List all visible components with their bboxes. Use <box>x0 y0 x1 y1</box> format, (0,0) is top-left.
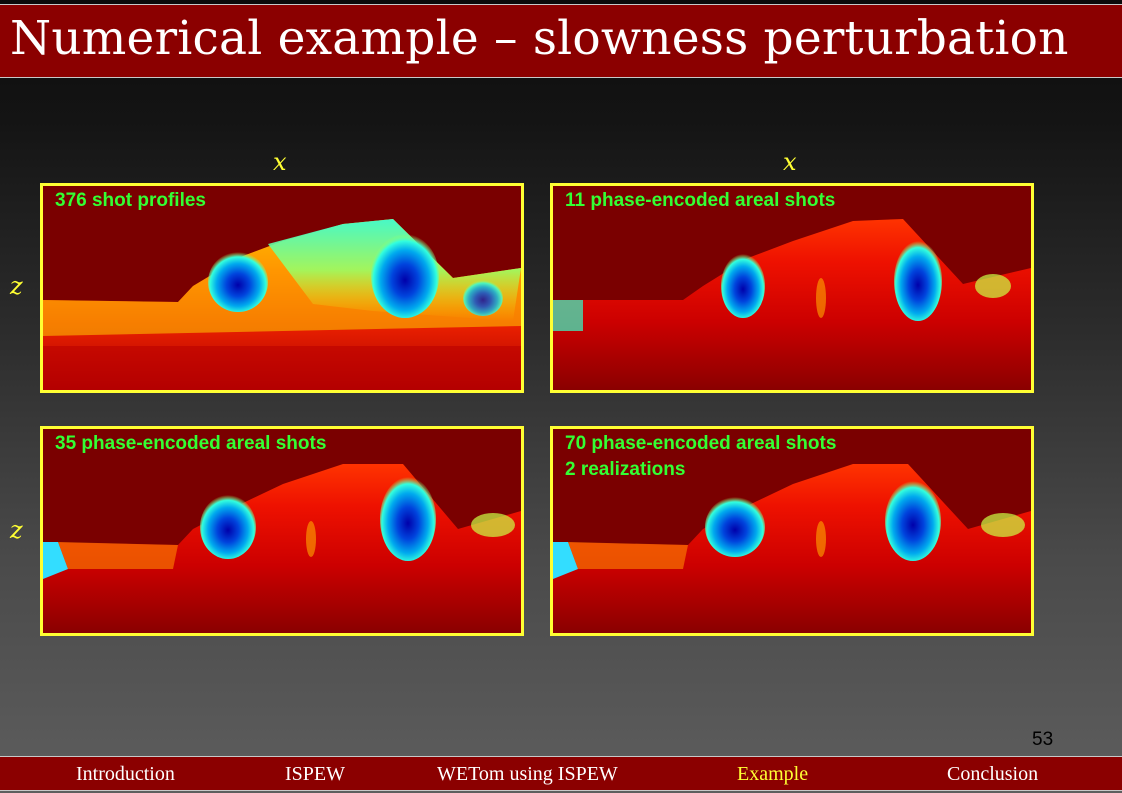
x-axis-label-right: x <box>783 148 797 176</box>
panel-35-phase-encoded: 35 phase-encoded areal shots <box>40 426 524 636</box>
panel-11-phase-encoded: 11 phase-encoded areal shots <box>550 183 1034 393</box>
panel-label-line1: 70 phase-encoded areal shots <box>565 433 837 454</box>
panel-label: 376 shot profiles <box>55 190 206 211</box>
navigation-bar: Introduction ISPEW WETom using ISPEW Exa… <box>0 756 1122 791</box>
nav-introduction[interactable]: Introduction <box>76 763 175 785</box>
panel-label: 11 phase-encoded areal shots <box>565 190 836 211</box>
z-axis-label-bottom: z <box>10 516 23 544</box>
panel-label: 70 phase-encoded areal shots 2 realizati… <box>565 431 836 483</box>
slowness-image <box>43 429 521 633</box>
panel-label-line2: 2 realizations <box>565 459 686 480</box>
slowness-image <box>553 186 1031 390</box>
slide-title: Numerical example – slowness perturbatio… <box>10 11 1069 66</box>
z-axis-label-top: z <box>10 272 23 300</box>
panel-label: 35 phase-encoded areal shots <box>55 433 327 454</box>
x-axis-label-left: x <box>273 148 287 176</box>
nav-example[interactable]: Example <box>737 763 809 785</box>
nav-wetom-using-ispew[interactable]: WETom using ISPEW <box>437 763 618 785</box>
nav-conclusion[interactable]: Conclusion <box>947 763 1039 785</box>
slowness-image <box>553 429 1031 633</box>
nav-ispew[interactable]: ISPEW <box>285 763 345 785</box>
title-bar: Numerical example – slowness perturbatio… <box>0 4 1122 78</box>
page-number: 53 <box>1032 729 1054 750</box>
panel-70-phase-encoded: 70 phase-encoded areal shots 2 realizati… <box>550 426 1034 636</box>
panel-376-shot-profiles: 376 shot profiles <box>40 183 524 393</box>
slowness-image <box>43 186 521 390</box>
